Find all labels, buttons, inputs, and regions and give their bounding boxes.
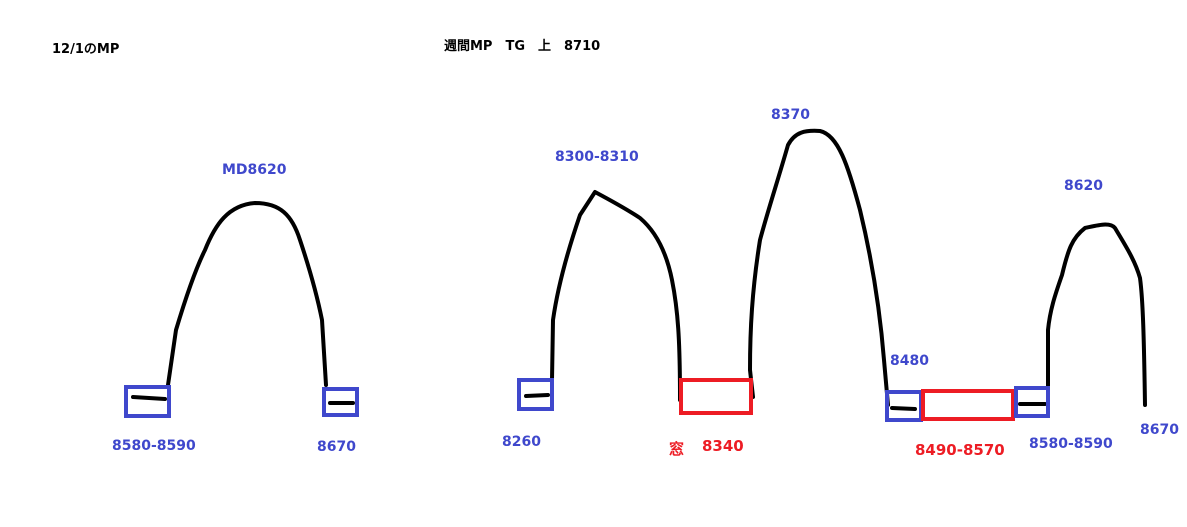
label-start: 8260 [502, 434, 541, 450]
window-box-8340 [679, 378, 753, 415]
label-low2: 8480 [890, 353, 929, 369]
label-peak3: 8620 [1064, 178, 1103, 194]
left-curve [166, 201, 328, 387]
right-title: 週間MP TG 上 8710 [444, 39, 601, 54]
line-8260 [524, 393, 550, 398]
label-peak2: 8370 [771, 107, 810, 123]
curve-peak2 [748, 128, 890, 407]
label-window1: 8340 [702, 437, 744, 455]
support-box-8480 [885, 390, 923, 422]
window-box-8490-8570 [921, 389, 1015, 421]
support-box-8580-right [1014, 386, 1050, 418]
right-support-label: 8670 [317, 439, 356, 455]
label-low3: 8580-8590 [1029, 436, 1113, 452]
label-window1-prefix: 窓 [669, 440, 685, 458]
curve-peak1 [550, 190, 682, 402]
curve-peak3 [1046, 222, 1147, 407]
support-box-8670 [322, 387, 359, 417]
support-box-8260 [517, 378, 554, 411]
line-8480 [890, 406, 917, 411]
left-peak-label: MD8620 [222, 162, 287, 178]
left-support-label: 8580-8590 [112, 438, 196, 454]
label-window2: 8490-8570 [915, 441, 1005, 459]
left-support-line [131, 395, 167, 401]
label-end: 8670 [1140, 422, 1179, 438]
left-title: 12/1のMP [52, 42, 120, 57]
support-box-8580 [124, 385, 171, 418]
label-peak1: 8300-8310 [555, 149, 639, 165]
